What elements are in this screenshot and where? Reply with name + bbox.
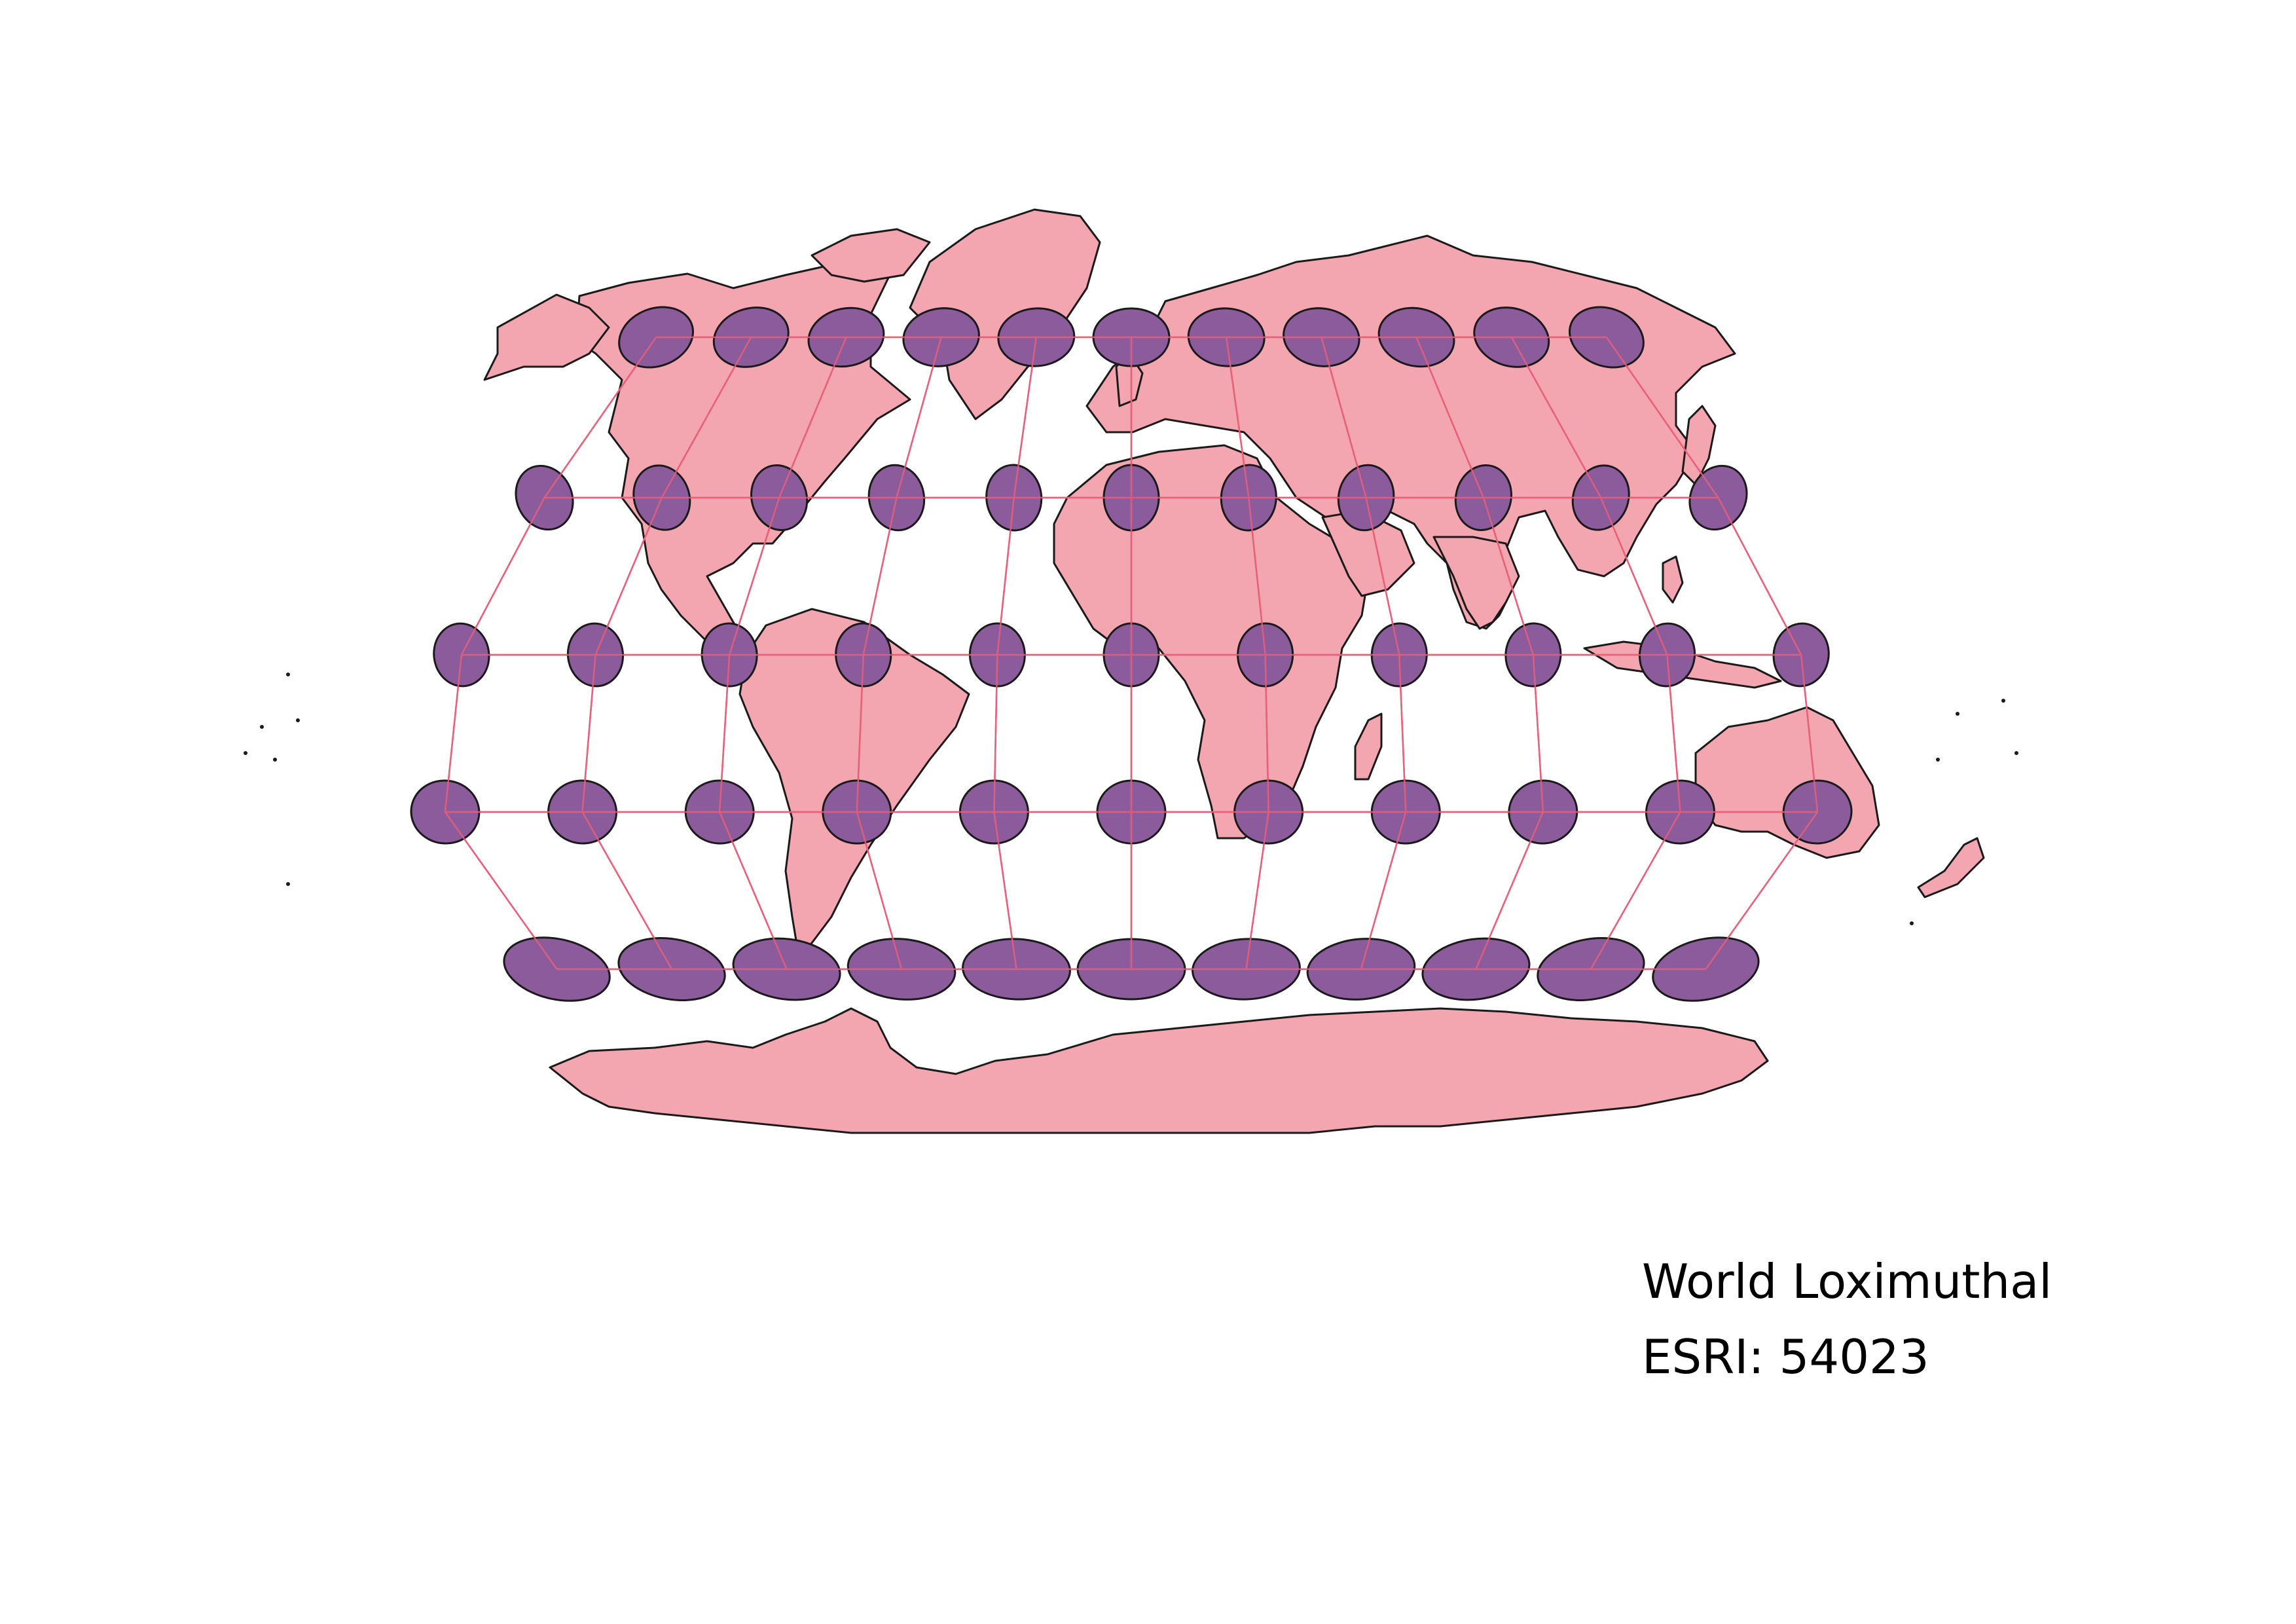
meridian-line [1510,337,1681,970]
island-dot [2001,699,2005,703]
projection-code: ESRI: 54023 [1642,1329,1929,1384]
land-japan [1681,405,1717,486]
land-india [1432,536,1520,630]
land-antarctica [549,1007,1769,1134]
small-islands [244,673,2018,925]
land-arctic-islands [811,228,931,283]
meridian-line [1415,337,1544,970]
meridian-line [718,337,847,970]
projection-name: World Loximuthal [1642,1254,2052,1309]
island-dot [260,725,264,729]
island-dot [296,718,300,722]
island-dot [1956,712,1959,716]
land-madagascar [1354,712,1383,781]
island-dot [244,751,247,755]
land-new-zealand [1917,837,1985,898]
meridian-line [581,337,752,970]
land-australia [1694,706,1880,859]
meridian-line [1225,337,1269,970]
graticule-overlay [444,336,1819,970]
land-greenland [909,208,1101,420]
land-philippines [1662,555,1684,604]
island-dot [286,673,290,676]
island-dot [2014,751,2018,755]
land-alaska [483,293,610,381]
meridian-line [1605,337,1819,970]
projection-label: World Loximuthal ESRI: 54023 [1642,1244,2052,1395]
island-dot [273,758,277,762]
island-dot [1910,921,1914,925]
meridian-line [993,337,1038,970]
meridian-line [444,337,657,970]
meridian-line [856,337,942,970]
meridian-line [1321,337,1407,970]
island-dot [1936,758,1940,762]
island-dot [286,882,290,886]
